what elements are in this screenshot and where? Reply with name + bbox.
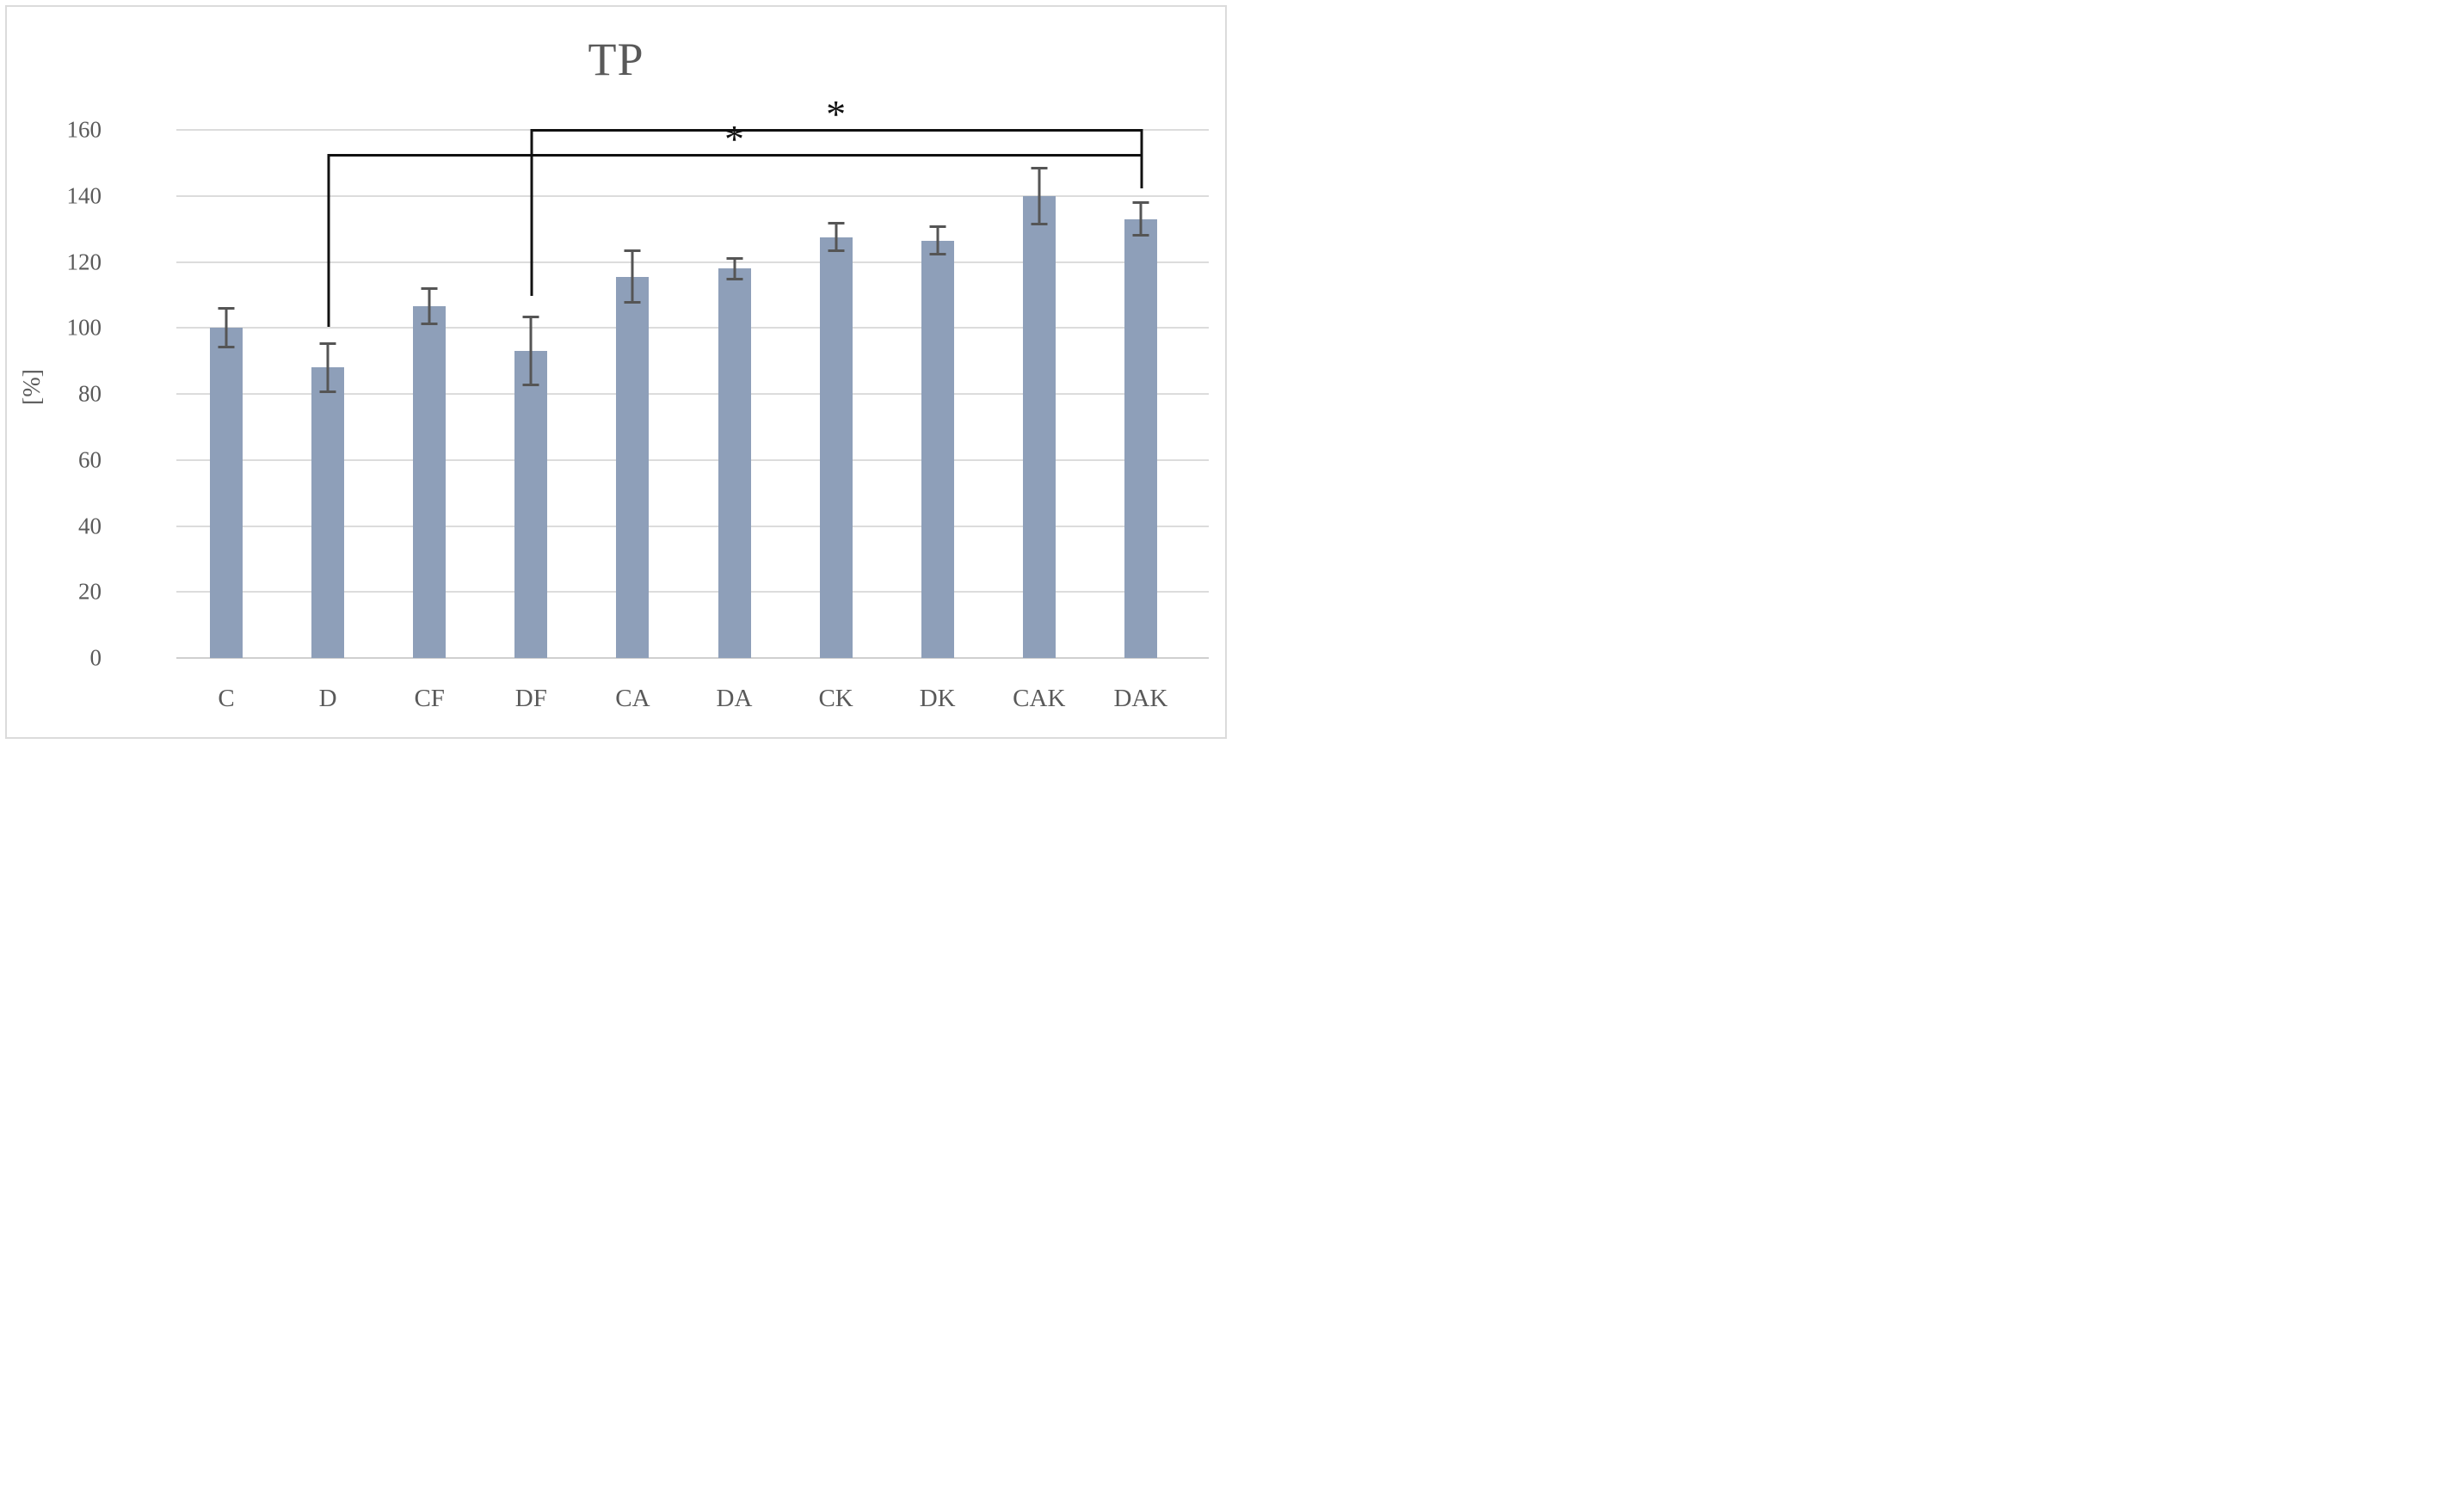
x-tick-label-df: DF xyxy=(514,685,547,712)
error-cap-bottom xyxy=(828,249,845,253)
bar-da xyxy=(718,268,751,658)
error-cap-bottom xyxy=(522,384,539,387)
x-tick-label-cf: CF xyxy=(414,685,445,712)
chart-canvas: TP [%] 0 20 40 60 80 100 120 140 160 C D CF DF CA DA CK… xyxy=(0,0,1232,744)
x-tick-label-da: DA xyxy=(716,685,753,712)
error-cap-top xyxy=(929,224,946,228)
error-bar-df xyxy=(529,316,533,386)
x-tick-label-c: C xyxy=(218,685,235,712)
error-cap-bottom xyxy=(1132,233,1149,237)
significance-asterisk-0: * xyxy=(724,117,744,161)
error-cap-top xyxy=(319,341,336,345)
y-tick-label: 80 xyxy=(78,380,102,407)
error-bar-d xyxy=(326,342,330,393)
error-bar-cf xyxy=(428,288,431,325)
significance-bracket-right-drop-1 xyxy=(1140,128,1143,188)
chart-title: TP xyxy=(588,34,644,85)
error-bar-c xyxy=(225,308,228,348)
error-cap-top xyxy=(624,249,641,253)
error-cap-top xyxy=(828,222,845,225)
y-tick-label: 60 xyxy=(78,446,102,473)
y-tick-label: 0 xyxy=(89,644,102,671)
error-bar-ck xyxy=(835,223,838,252)
gridline xyxy=(176,261,1209,263)
y-tick-label: 40 xyxy=(78,513,102,538)
x-tick-label-d: D xyxy=(318,685,337,712)
error-bar-da xyxy=(733,257,736,280)
x-tick-label-dak: DAK xyxy=(1113,685,1168,712)
x-tick-label-dk: DK xyxy=(919,685,956,712)
error-cap-bottom xyxy=(319,390,336,394)
error-cap-bottom xyxy=(421,323,438,326)
gridline xyxy=(176,525,1209,527)
gridline xyxy=(176,194,1209,197)
bar-cak xyxy=(1022,195,1056,658)
error-cap-top xyxy=(1132,201,1149,205)
gridline xyxy=(176,327,1209,329)
bar-d xyxy=(311,367,345,658)
error-cap-bottom xyxy=(929,253,946,256)
gridline xyxy=(176,458,1209,461)
error-bar-dk xyxy=(936,225,939,255)
bar-c xyxy=(210,328,243,658)
error-bar-cak xyxy=(1038,167,1041,224)
error-cap-bottom xyxy=(624,301,641,304)
significance-bracket-line-0 xyxy=(328,154,1141,157)
x-tick-label-ck: CK xyxy=(818,685,853,712)
error-cap-bottom xyxy=(1031,222,1048,225)
error-cap-top xyxy=(421,287,438,291)
y-tick-label: 100 xyxy=(66,314,102,341)
significance-bracket-line-1 xyxy=(531,128,1141,132)
y-tick-label: 160 xyxy=(66,116,102,143)
y-tick-label: 140 xyxy=(66,182,102,209)
x-tick-label-ca: CA xyxy=(615,685,650,712)
error-cap-top xyxy=(522,315,539,318)
error-cap-bottom xyxy=(218,346,235,349)
significance-bracket-left-drop-0 xyxy=(327,154,330,328)
significance-bracket-left-drop-1 xyxy=(530,128,533,297)
error-bar-ca xyxy=(631,250,634,304)
error-cap-top xyxy=(726,256,742,260)
gridline xyxy=(176,591,1209,593)
significance-asterisk-1: * xyxy=(826,91,847,136)
bar-df xyxy=(514,351,548,658)
error-cap-top xyxy=(1031,166,1048,169)
bar-dk xyxy=(921,240,954,658)
bar-dak xyxy=(1124,218,1157,658)
gridline xyxy=(176,393,1209,395)
bar-ck xyxy=(819,237,853,658)
error-cap-bottom xyxy=(726,277,742,280)
error-bar-dak xyxy=(1139,202,1143,236)
y-tick-label: 20 xyxy=(78,578,102,605)
x-tick-label-cak: CAK xyxy=(1013,685,1066,712)
bar-ca xyxy=(616,276,650,658)
x-axis-line xyxy=(176,657,1209,659)
bar-cf xyxy=(413,306,447,658)
y-tick-label: 120 xyxy=(66,249,102,274)
error-cap-top xyxy=(218,307,235,311)
